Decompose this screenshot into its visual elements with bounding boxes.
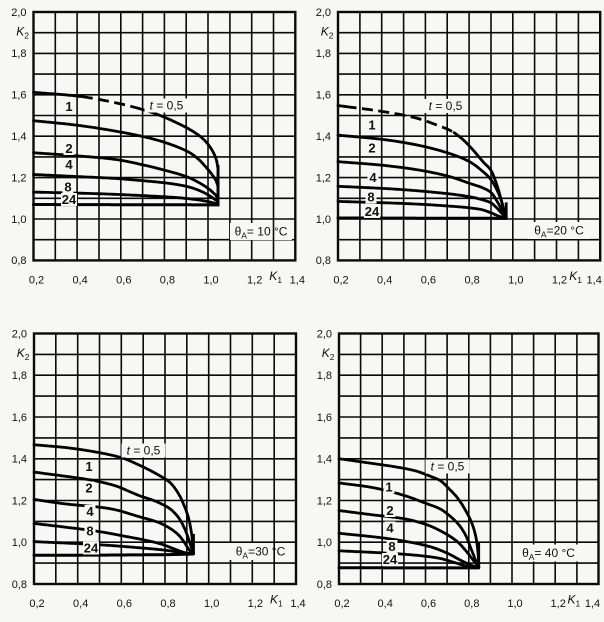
svg-text:0,8: 0,8 <box>160 598 175 610</box>
svg-text:1,6: 1,6 <box>317 412 332 424</box>
svg-text:1,2: 1,2 <box>551 598 566 610</box>
svg-text:1,6: 1,6 <box>316 90 331 102</box>
svg-text:1,0: 1,0 <box>12 537 27 549</box>
svg-text:2,0: 2,0 <box>317 328 332 340</box>
svg-text:0,6: 0,6 <box>117 598 132 610</box>
svg-text:1,2: 1,2 <box>317 495 332 507</box>
svg-text:1,2: 1,2 <box>12 495 27 507</box>
svg-text:1,4: 1,4 <box>12 454 27 466</box>
svg-text:0,8: 0,8 <box>12 579 27 591</box>
svg-text:1,0: 1,0 <box>204 598 219 610</box>
svg-text:1,4: 1,4 <box>317 454 332 466</box>
svg-text:2: 2 <box>386 503 393 518</box>
svg-text:0,8: 0,8 <box>464 598 479 610</box>
svg-text:8: 8 <box>367 190 374 205</box>
svg-text:θA= 10 °C: θA= 10 °C <box>235 225 288 241</box>
svg-text:2: 2 <box>85 481 92 496</box>
svg-text:1,0: 1,0 <box>317 537 332 549</box>
svg-text:4: 4 <box>65 157 73 172</box>
svg-text:1,8: 1,8 <box>12 370 27 382</box>
svg-text:1,6: 1,6 <box>11 90 26 102</box>
svg-text:4: 4 <box>369 170 377 185</box>
svg-text:θA=30 °C: θA=30 °C <box>236 545 286 561</box>
svg-text:2,0: 2,0 <box>316 7 331 19</box>
svg-text:1,4: 1,4 <box>290 598 305 610</box>
svg-text:1,2: 1,2 <box>316 172 331 184</box>
svg-text:1,4: 1,4 <box>585 598 600 610</box>
svg-text:0,2: 0,2 <box>334 598 349 610</box>
svg-text:1,6: 1,6 <box>12 412 27 424</box>
svg-text:1,4: 1,4 <box>11 131 26 143</box>
svg-text:1: 1 <box>385 480 392 495</box>
svg-text:24: 24 <box>62 192 77 207</box>
svg-text:θA=20 °C: θA=20 °C <box>534 224 584 240</box>
svg-text:2,0: 2,0 <box>12 328 27 340</box>
svg-text:0,4: 0,4 <box>73 598 88 610</box>
svg-text:t = 0,5: t = 0,5 <box>431 460 465 474</box>
svg-text:0,2: 0,2 <box>333 274 348 286</box>
svg-text:1,2: 1,2 <box>248 598 263 610</box>
svg-text:1,2: 1,2 <box>11 172 26 184</box>
svg-text:1: 1 <box>65 99 72 114</box>
svg-text:1,0: 1,0 <box>508 274 523 286</box>
svg-text:0,6: 0,6 <box>421 598 436 610</box>
svg-text:0,2: 0,2 <box>29 598 44 610</box>
svg-text:t = 0,5: t = 0,5 <box>429 99 463 113</box>
svg-text:0,8: 0,8 <box>11 255 26 267</box>
svg-text:0,8: 0,8 <box>464 274 479 286</box>
svg-text:1,0: 1,0 <box>507 598 522 610</box>
svg-text:1,0: 1,0 <box>11 214 26 226</box>
svg-text:1,2: 1,2 <box>552 274 567 286</box>
svg-text:24: 24 <box>383 552 398 567</box>
svg-text:1,8: 1,8 <box>11 48 26 60</box>
svg-text:1,4: 1,4 <box>290 274 305 286</box>
svg-text:1,8: 1,8 <box>317 370 332 382</box>
svg-text:1: 1 <box>368 118 375 133</box>
svg-text:0,2: 0,2 <box>29 274 44 286</box>
svg-text:0,4: 0,4 <box>377 274 392 286</box>
svg-text:0,6: 0,6 <box>421 274 436 286</box>
svg-text:4: 4 <box>386 521 394 536</box>
svg-text:0,4: 0,4 <box>378 598 393 610</box>
svg-text:1,4: 1,4 <box>587 274 602 286</box>
svg-text:t = 0,5: t = 0,5 <box>150 99 184 113</box>
svg-text:2: 2 <box>368 141 375 156</box>
svg-text:2: 2 <box>65 141 72 156</box>
svg-text:8: 8 <box>64 180 71 195</box>
svg-text:1,8: 1,8 <box>316 48 331 60</box>
svg-text:θA= 40 °C: θA= 40 °C <box>522 546 575 562</box>
svg-text:8: 8 <box>86 524 93 539</box>
svg-text:0,4: 0,4 <box>72 274 87 286</box>
svg-text:2,0: 2,0 <box>11 7 26 19</box>
svg-text:0,8: 0,8 <box>316 255 331 267</box>
svg-text:24: 24 <box>365 204 380 219</box>
svg-text:1,2: 1,2 <box>247 274 262 286</box>
svg-text:t = 0,5: t = 0,5 <box>127 444 161 458</box>
svg-text:0,6: 0,6 <box>116 274 131 286</box>
svg-text:1,0: 1,0 <box>316 214 331 226</box>
svg-text:0,8: 0,8 <box>160 274 175 286</box>
svg-text:0,8: 0,8 <box>317 579 332 591</box>
svg-text:1: 1 <box>85 459 92 474</box>
svg-text:24: 24 <box>84 541 99 556</box>
svg-text:1,4: 1,4 <box>316 131 331 143</box>
svg-text:1,0: 1,0 <box>203 274 218 286</box>
svg-text:4: 4 <box>86 504 94 519</box>
svg-text:8: 8 <box>388 539 395 554</box>
